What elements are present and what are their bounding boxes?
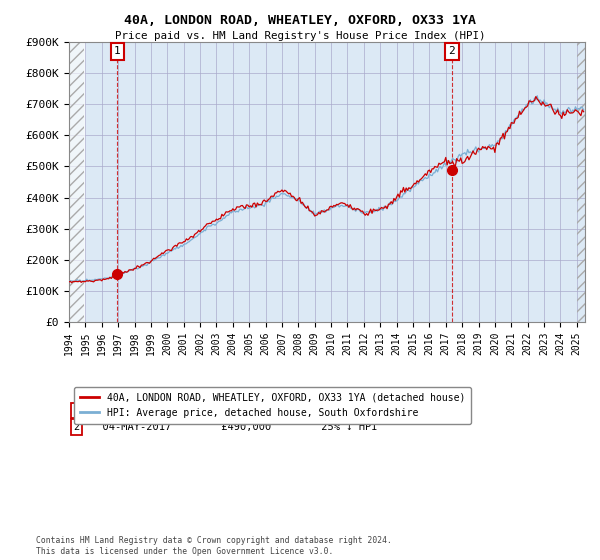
Text: 1: 1 xyxy=(74,405,80,415)
Text: 2: 2 xyxy=(74,422,80,432)
Bar xyxy=(577,42,585,322)
Text: 40A, LONDON ROAD, WHEATLEY, OXFORD, OX33 1YA: 40A, LONDON ROAD, WHEATLEY, OXFORD, OX33… xyxy=(124,14,476,27)
Bar xyxy=(69,42,84,322)
Text: 2: 2 xyxy=(448,46,455,57)
Text: 1: 1 xyxy=(114,46,121,57)
Text: 17-DEC-1996        £155,000        4% ↑ HPI: 17-DEC-1996 £155,000 4% ↑ HPI xyxy=(89,405,371,415)
Legend: 40A, LONDON ROAD, WHEATLEY, OXFORD, OX33 1YA (detached house), HPI: Average pric: 40A, LONDON ROAD, WHEATLEY, OXFORD, OX33… xyxy=(74,387,471,423)
Text: Contains HM Land Registry data © Crown copyright and database right 2024.
This d: Contains HM Land Registry data © Crown c… xyxy=(36,536,392,556)
Text: Price paid vs. HM Land Registry's House Price Index (HPI): Price paid vs. HM Land Registry's House … xyxy=(115,31,485,41)
Text: 04-MAY-2017        £490,000        25% ↓ HPI: 04-MAY-2017 £490,000 25% ↓ HPI xyxy=(89,422,377,432)
